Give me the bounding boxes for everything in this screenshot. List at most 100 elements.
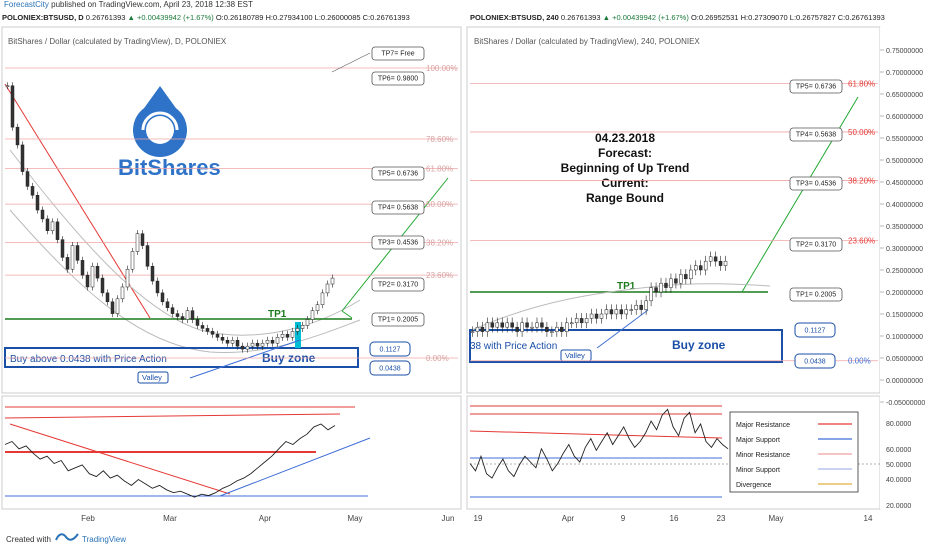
candle-body — [160, 292, 165, 303]
candle-body — [505, 322, 509, 328]
candle-body — [689, 269, 693, 280]
candle-body — [190, 310, 195, 320]
candle-body — [30, 186, 35, 196]
x-tick-label: May — [768, 514, 783, 523]
candle-body — [694, 265, 698, 271]
tradingview-brand[interactable]: TradingView — [82, 535, 127, 544]
candle-body — [10, 85, 15, 128]
valley-box — [137, 371, 169, 384]
tp-box-label: TP3= 0.4536 — [378, 240, 418, 247]
osc-uptrend — [219, 437, 371, 497]
daily-buy-marker — [295, 322, 301, 348]
candle-body — [235, 339, 240, 347]
candle-body — [80, 260, 85, 276]
fib-label: 0.00% — [848, 357, 871, 366]
candle-body — [5, 85, 10, 88]
candle-body — [599, 313, 604, 319]
candle-body — [60, 239, 65, 258]
candle-body — [195, 319, 200, 326]
candle-body — [540, 322, 544, 328]
forecast-line: Range Bound — [586, 191, 664, 205]
candle-body — [315, 304, 320, 311]
candle-body — [110, 301, 115, 314]
h4-tp-boxes: TP5= 0.6736 TP4= 0.5638 TP3= 0.4536 TP2= 0.… — [789, 79, 843, 302]
candle-body — [470, 331, 475, 333]
candle-body — [629, 309, 633, 311]
x-tick-label: May — [347, 514, 362, 523]
candle-body — [718, 260, 723, 266]
tp-box — [371, 71, 425, 86]
fib-label: 38.20% — [848, 176, 875, 185]
tp-box-label: TP2= 0.3170 — [796, 242, 836, 249]
h4-oscillator-line — [469, 408, 729, 479]
candle-body — [150, 266, 155, 282]
candle-body — [95, 266, 100, 279]
candle-body — [185, 310, 190, 320]
candle-body — [330, 277, 335, 285]
side-box — [794, 353, 836, 369]
candle-body — [674, 278, 678, 284]
price-tick-label: 0.20000000 — [886, 290, 923, 297]
candle-body — [215, 334, 220, 338]
price-label: 0.26761393 — [85, 13, 126, 22]
side-box — [369, 360, 411, 376]
daily-fib-layer: 100.00% 78.60% 61.80% 50.00% 38.20% 23.60% 0.0… — [5, 64, 458, 363]
h4-buy-zone-box — [469, 329, 783, 363]
ohlc-label: O:0.26180789 H:0.27934100 L:0.26000085 C… — [215, 13, 410, 22]
candle-body — [609, 309, 614, 315]
daily-forecast-hook — [341, 310, 353, 319]
x-tick-label: Mar — [163, 514, 177, 523]
tp-box-label: TP7= Free — [381, 51, 414, 58]
candle-body — [130, 251, 135, 270]
daily-side-boxes: 0.1127 0.0438 — [369, 341, 411, 376]
price-tick-label: 0.60000000 — [886, 114, 923, 121]
h4-ma-line — [471, 283, 771, 331]
price-tick-label: 0.55000000 — [886, 136, 923, 143]
candle-body — [604, 309, 609, 315]
candle-body — [555, 326, 559, 332]
candle-body — [644, 300, 648, 310]
legend-box — [729, 411, 859, 493]
candle-body — [639, 304, 643, 310]
daily-panel-title: BitShares / Dollar (calculated by Tradin… — [8, 37, 227, 46]
candle-body — [245, 345, 250, 350]
tp-box — [789, 176, 843, 191]
publish-info: published on TradingView.com, April 23, … — [51, 0, 253, 9]
forecast-line: Beginning of Up Trend — [561, 161, 690, 175]
price-tick-label: 0.00000000 — [886, 378, 923, 385]
publisher-bar: ForecastCity published on TradingView.co… — [0, 0, 932, 12]
daily-oscillator-line — [4, 423, 336, 498]
tp-box — [789, 237, 843, 252]
h4-buy-above-text: 38 with Price Action — [470, 341, 557, 352]
author-link[interactable]: ForecastCity — [4, 0, 49, 9]
buy-above-text: Buy above 0.0438 with Price Action — [10, 354, 167, 365]
candle-body — [500, 322, 504, 328]
fib-label: 50.00% — [848, 128, 875, 137]
price-tick-label: 0.40000000 — [886, 202, 923, 209]
fib-label: 61.80% — [848, 80, 875, 89]
forecast-line: Forecast: — [598, 146, 652, 160]
candle-body — [723, 260, 728, 266]
tradingview-logo-icon — [55, 533, 79, 541]
candle-body — [20, 144, 25, 172]
candle-body — [560, 326, 564, 332]
side-box-label: 0.0438 — [804, 359, 826, 366]
x-tick-label: 23 — [717, 514, 726, 523]
h4-side-boxes: 0.1127 0.0438 — [794, 322, 836, 369]
candle-body — [100, 277, 105, 294]
symbol-label: POLONIEX:BTSUSD, 240 — [470, 13, 559, 22]
candle-body — [205, 328, 210, 332]
logo-text: BitShares — [118, 155, 221, 180]
candle-body — [25, 171, 30, 187]
osc-tick-label: 40.0000 — [886, 477, 911, 484]
legend-label: Minor Resistance — [736, 452, 790, 459]
chart-canvas[interactable]: BitShares / Dollar (calculated by Tradin… — [0, 0, 932, 528]
tp-box-label: TP5= 0.6736 — [796, 84, 836, 91]
candle-body — [15, 126, 20, 146]
price-tick-labels: 0.75000000 0.70000000 0.65000000 0.60000000… — [880, 48, 925, 510]
legend-entries: Major Resistance Major Support Minor Resis… — [736, 422, 852, 489]
legend-label: Major Support — [736, 437, 780, 444]
osc-resistance-2 — [4, 413, 341, 419]
daily-buy-zone-box — [4, 347, 359, 368]
candle-body — [698, 265, 703, 271]
